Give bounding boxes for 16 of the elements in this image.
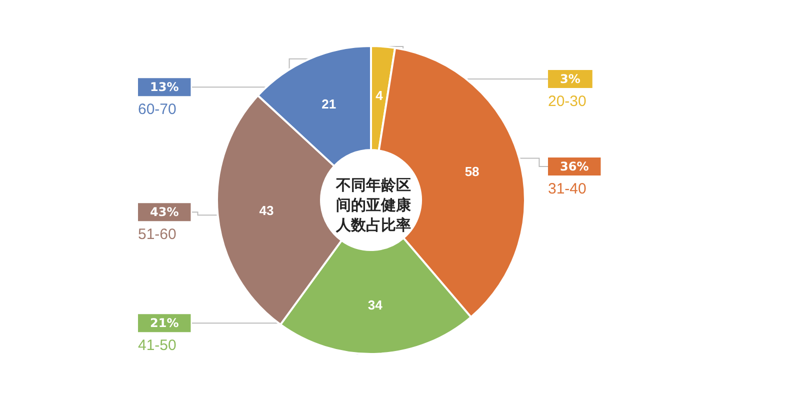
text: 43% [150, 205, 179, 220]
text: 36% [560, 160, 589, 174]
legend-label: 31-40 [548, 180, 586, 198]
legend-label: 41-50 [138, 337, 176, 354]
data-label: 21 [322, 96, 336, 112]
text: 不同年龄区间的亚健康人数占比率 [335, 176, 412, 234]
data-label: 4 [376, 88, 384, 103]
text: 13% [150, 80, 179, 94]
legend-label: 60-70 [138, 101, 176, 118]
legend-label: 51-60 [138, 226, 176, 244]
data-label: 58 [464, 164, 480, 179]
legend-label: 20-30 [548, 93, 586, 110]
text: 3% [560, 72, 580, 86]
data-label: 43 [259, 202, 274, 218]
data-label: 34 [368, 297, 384, 312]
text: 21% [150, 316, 179, 330]
